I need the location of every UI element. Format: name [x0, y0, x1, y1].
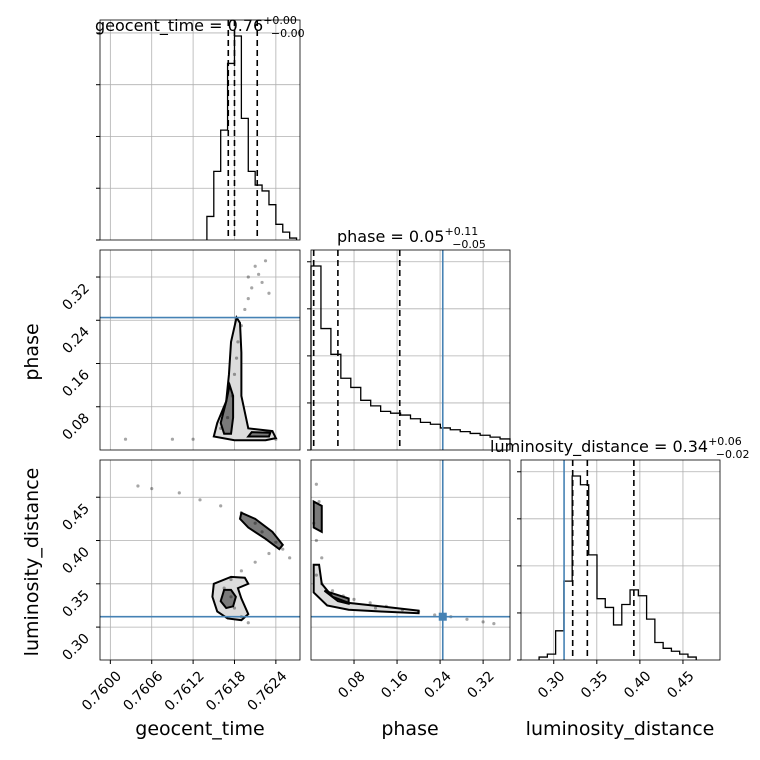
sample-point: [253, 560, 257, 564]
contour-line: [212, 315, 278, 442]
xtick-label-geocent_time: 0.7606: [120, 668, 166, 714]
sample-point: [368, 601, 372, 605]
title-phase: phase = 0.05+0.11 −0.05: [337, 225, 486, 251]
ylabel-phase: phase: [21, 323, 43, 380]
sample-point: [274, 540, 278, 544]
xtick-label-phase: 0.16: [378, 668, 411, 701]
sample-point: [250, 286, 254, 290]
xtick-label-phase: 0.32: [464, 668, 497, 701]
panel-frame: [310, 249, 511, 451]
xtick-label-luminosity_distance: 0.35: [578, 668, 611, 701]
density-fill: [313, 501, 322, 532]
sample-point: [257, 272, 261, 276]
panel-frame: [99, 249, 301, 451]
sample-point: [288, 556, 292, 560]
sample-point: [492, 622, 496, 626]
xtick-label-luminosity_distance: 0.45: [664, 668, 697, 701]
ytick-label-phase: 0.08: [59, 410, 92, 443]
ytick-label-luminosity_distance: 0.30: [59, 631, 92, 664]
ytick-label-luminosity_distance: 0.35: [59, 587, 92, 620]
sample-point: [232, 606, 237, 610]
sample-point: [433, 613, 437, 617]
contour-line: [211, 575, 250, 622]
ytick-label-phase: 0.24: [59, 324, 92, 357]
xtick-label-phase: 0.24: [421, 668, 454, 701]
xtick-label-geocent_time: 0.7624: [245, 668, 291, 714]
histogram-luminosity_distance: [538, 475, 697, 660]
sample-point: [263, 259, 268, 263]
sample-point: [267, 291, 271, 295]
sample-point: [177, 491, 181, 495]
sample-point: [150, 486, 154, 491]
sample-point: [260, 280, 264, 285]
contour-line: [323, 589, 350, 605]
xlabel-geocent-time: geocent_time: [135, 718, 264, 740]
sample-point: [352, 597, 356, 601]
sample-point: [191, 437, 195, 441]
panel-frame: [99, 459, 301, 661]
contour-line: [246, 431, 272, 438]
ytick-label-phase: 0.32: [59, 281, 92, 314]
sample-point: [373, 606, 378, 610]
sample-point: [314, 482, 318, 486]
ytick-label-luminosity_distance: 0.40: [59, 544, 92, 577]
density-fill: [240, 512, 283, 550]
xtick-label-luminosity_distance: 0.40: [621, 668, 654, 701]
sample-point: [234, 356, 239, 360]
sample-point: [123, 437, 128, 441]
xtick-label-luminosity_distance: 0.30: [535, 668, 568, 701]
sample-point: [136, 484, 140, 488]
panel-frame: [520, 459, 721, 661]
sample-point: [253, 264, 257, 268]
sample-point: [219, 504, 223, 508]
sample-point: [243, 307, 247, 312]
sample-point: [246, 275, 250, 279]
sample-point: [198, 498, 202, 502]
title-geocent-time: geocent_time = 0.76+0.00 −0.00: [95, 14, 305, 40]
panel-frame: [99, 19, 301, 241]
xtick-label-phase: 0.08: [335, 668, 368, 701]
sample-point: [314, 538, 318, 543]
sample-point: [239, 569, 243, 573]
sample-point: [314, 573, 318, 577]
sample-point: [253, 521, 257, 525]
ytick-label-phase: 0.16: [59, 367, 92, 400]
xtick-label-geocent_time: 0.7612: [162, 668, 208, 714]
contour-line: [219, 588, 237, 610]
density-fill: [220, 385, 234, 434]
title-luminosity-distance: luminosity_distance = 0.34+0.06 −0.02: [490, 435, 750, 461]
xlabel-phase: phase: [381, 718, 438, 740]
sample-point: [232, 372, 237, 376]
contour-line: [312, 563, 420, 615]
sample-point: [225, 415, 230, 420]
sample-point: [330, 589, 335, 593]
sample-point: [260, 530, 264, 534]
panel-frame: [310, 459, 511, 661]
contour-line: [219, 381, 235, 435]
sample-point: [229, 577, 233, 582]
sample-point: [246, 621, 250, 625]
truth-marker: [438, 612, 447, 621]
histogram-geocent_time: [206, 35, 298, 240]
sample-point: [481, 620, 485, 624]
xtick-label-geocent_time: 0.7618: [203, 668, 249, 714]
density-fill: [220, 589, 236, 609]
sample-point: [320, 556, 324, 560]
sample-point: [465, 617, 469, 621]
histogram-phase: [310, 265, 511, 450]
sample-point: [267, 551, 271, 556]
sample-point: [246, 297, 250, 301]
ytick-label-luminosity_distance: 0.45: [59, 501, 92, 534]
contour-line: [238, 511, 285, 551]
sample-point: [317, 499, 321, 504]
sample-point: [170, 437, 175, 441]
xtick-label-geocent_time: 0.7600: [79, 668, 125, 714]
sample-point: [229, 595, 233, 599]
sample-point: [236, 340, 240, 344]
ylabel-luminosity-distance: luminosity_distance: [21, 468, 43, 657]
contour-line: [312, 499, 323, 534]
sample-point: [281, 547, 285, 551]
xlabel-luminosity-distance: luminosity_distance: [526, 718, 715, 740]
